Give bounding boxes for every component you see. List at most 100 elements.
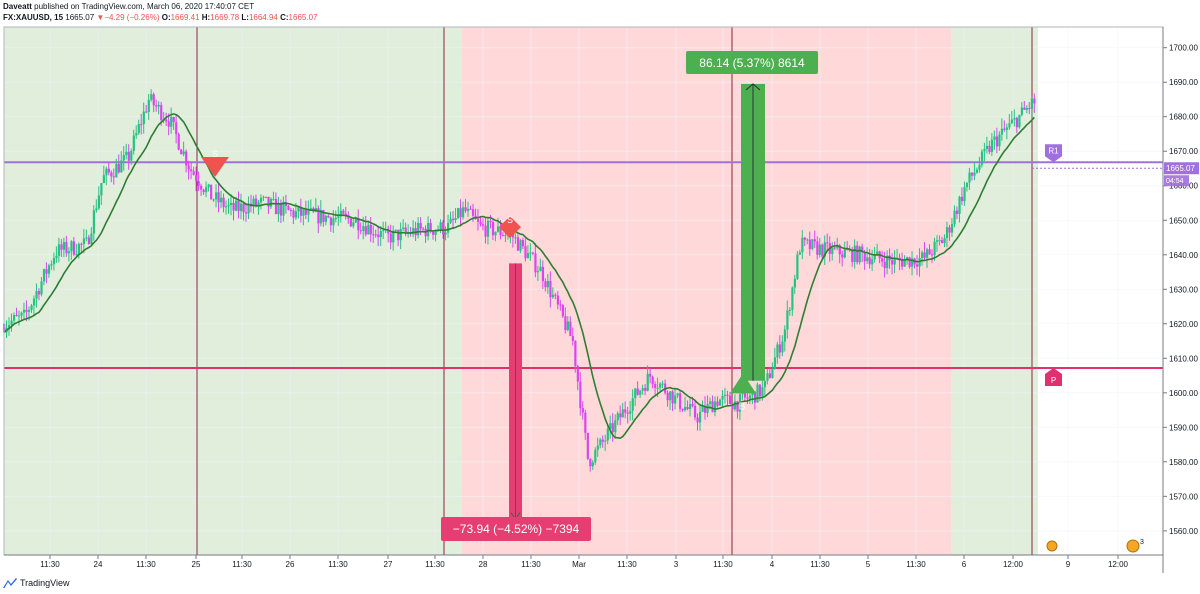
candle	[67, 251, 71, 254]
candle	[217, 192, 220, 203]
candle	[591, 462, 594, 467]
buy-signal-label: B	[739, 401, 746, 412]
candle	[434, 230, 437, 235]
candle	[177, 134, 180, 150]
candle	[584, 412, 587, 433]
candle	[960, 196, 964, 202]
pivot-flag-label: P	[1051, 376, 1056, 385]
candle	[299, 206, 303, 216]
candle	[713, 401, 717, 413]
candle	[778, 344, 782, 353]
candle	[471, 209, 475, 216]
candle	[723, 394, 727, 396]
candle	[586, 432, 589, 459]
candle	[422, 228, 425, 230]
y-tick-label: 1570.00	[1169, 492, 1198, 501]
candle	[706, 403, 709, 413]
candle	[254, 198, 258, 206]
candle	[821, 244, 824, 257]
candle	[272, 198, 275, 200]
candle	[871, 259, 874, 265]
candle	[469, 208, 472, 210]
x-tick-label: 11:30	[232, 560, 252, 569]
sell-signal-triangle	[201, 157, 229, 178]
candle	[87, 237, 91, 244]
candle	[419, 222, 422, 229]
candle	[97, 195, 100, 209]
candle	[771, 369, 774, 378]
candle	[394, 229, 397, 231]
candle	[77, 243, 81, 255]
candle	[322, 210, 325, 222]
candle	[230, 202, 233, 206]
candle	[808, 239, 811, 249]
candle	[629, 410, 632, 414]
candle	[531, 252, 535, 254]
candle	[374, 234, 377, 236]
short-trade-label: −73.94 (−4.52%) −7394	[453, 522, 580, 536]
candle	[758, 384, 762, 397]
candle	[950, 224, 954, 233]
candle	[536, 271, 540, 273]
candle	[242, 203, 245, 213]
candle	[302, 209, 305, 216]
candle	[150, 94, 153, 100]
candle	[262, 196, 265, 198]
candle	[581, 408, 584, 413]
candle	[763, 380, 767, 388]
x-tick-label: 11:30	[40, 560, 60, 569]
candle	[294, 211, 298, 218]
candle	[921, 252, 924, 258]
candle	[743, 393, 747, 398]
candle	[1020, 107, 1024, 115]
candle	[786, 310, 789, 330]
candle	[307, 208, 310, 215]
r1-flag	[1045, 144, 1062, 163]
candle	[796, 254, 799, 279]
author-name[interactable]: Daveatt	[3, 2, 32, 11]
publish-info: Daveatt published on TradingView.com, Ma…	[3, 2, 254, 11]
candle	[619, 413, 622, 418]
candle	[604, 440, 607, 442]
candle	[160, 104, 163, 121]
candle	[516, 237, 520, 251]
candle	[264, 196, 268, 198]
candle	[893, 257, 896, 265]
candle	[624, 409, 627, 413]
candle	[442, 222, 445, 235]
candle	[42, 269, 46, 282]
candle	[711, 401, 714, 413]
candle	[851, 249, 854, 262]
low-value: 1664.94	[248, 13, 278, 22]
candle	[526, 252, 530, 259]
candle	[546, 281, 550, 288]
candle	[930, 254, 934, 256]
candle	[703, 406, 707, 413]
price-change: −4.29 (−0.26%)	[104, 13, 160, 22]
candle	[45, 269, 48, 274]
candle	[564, 316, 567, 330]
x-tick-label: 11:30	[425, 560, 445, 569]
candle	[200, 185, 203, 190]
y-tick-label: 1590.00	[1169, 423, 1198, 432]
candle	[741, 393, 744, 395]
x-tick-label: 11:30	[521, 560, 541, 569]
candle	[651, 376, 654, 385]
tradingview-footer[interactable]: TradingView	[3, 578, 70, 588]
candle	[686, 406, 689, 409]
candle	[566, 321, 569, 330]
candle	[22, 309, 26, 313]
candle	[387, 228, 390, 234]
symbol-name[interactable]: FX:XAUUSD, 15	[3, 13, 64, 22]
candle	[694, 405, 697, 418]
candle	[504, 235, 507, 237]
candle	[357, 217, 360, 231]
candle	[843, 249, 846, 258]
candle	[539, 266, 542, 272]
candle	[856, 245, 859, 263]
x-tick-label: 11:30	[713, 560, 733, 569]
candle	[671, 391, 674, 404]
y-tick-label: 1560.00	[1169, 527, 1198, 536]
candle	[412, 228, 415, 235]
